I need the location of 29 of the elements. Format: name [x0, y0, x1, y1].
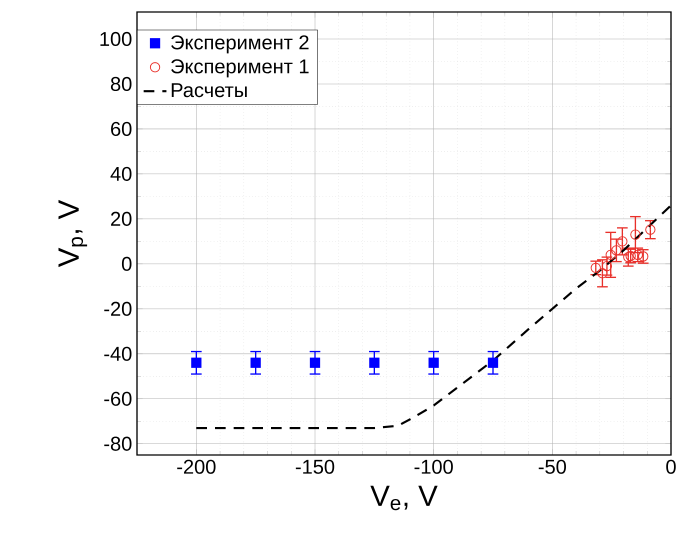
y-tick-label: -40 — [104, 346, 132, 361]
point — [488, 358, 498, 368]
legend-label: Эксперимент 1 — [171, 59, 309, 78]
legend-label: Эксперимент 2 — [171, 35, 309, 54]
x-tick-label: -100 — [414, 460, 453, 474]
point — [250, 358, 261, 368]
y-tick-label: 20 — [111, 212, 132, 226]
y-axis-title: V$_{p}$, V — [58, 200, 88, 268]
point — [369, 358, 380, 368]
x-tick-label: -150 — [296, 460, 334, 474]
point — [630, 229, 641, 240]
y-tick-label: 100 — [100, 32, 132, 46]
y-tick-label: 0 — [122, 256, 132, 271]
y-tick-label: 40 — [110, 166, 132, 181]
point — [428, 358, 439, 368]
y-tick-label: -80 — [104, 436, 132, 451]
y-tick-label: -20 — [104, 302, 132, 316]
point — [310, 358, 320, 368]
x-tick-label: 0 — [666, 460, 676, 474]
point — [645, 224, 656, 235]
x-tick-label: -200 — [177, 460, 216, 474]
x-tick-label: -50 — [538, 460, 566, 474]
y-tick-label: 60 — [111, 122, 132, 136]
y-tick-label: -60 — [104, 392, 132, 406]
point — [191, 358, 202, 368]
legend-label: Расчеты — [172, 83, 247, 98]
x-axis-title: V$_{e}$, V — [370, 486, 438, 510]
y-tick-label: 80 — [110, 76, 132, 92]
point — [617, 236, 628, 247]
